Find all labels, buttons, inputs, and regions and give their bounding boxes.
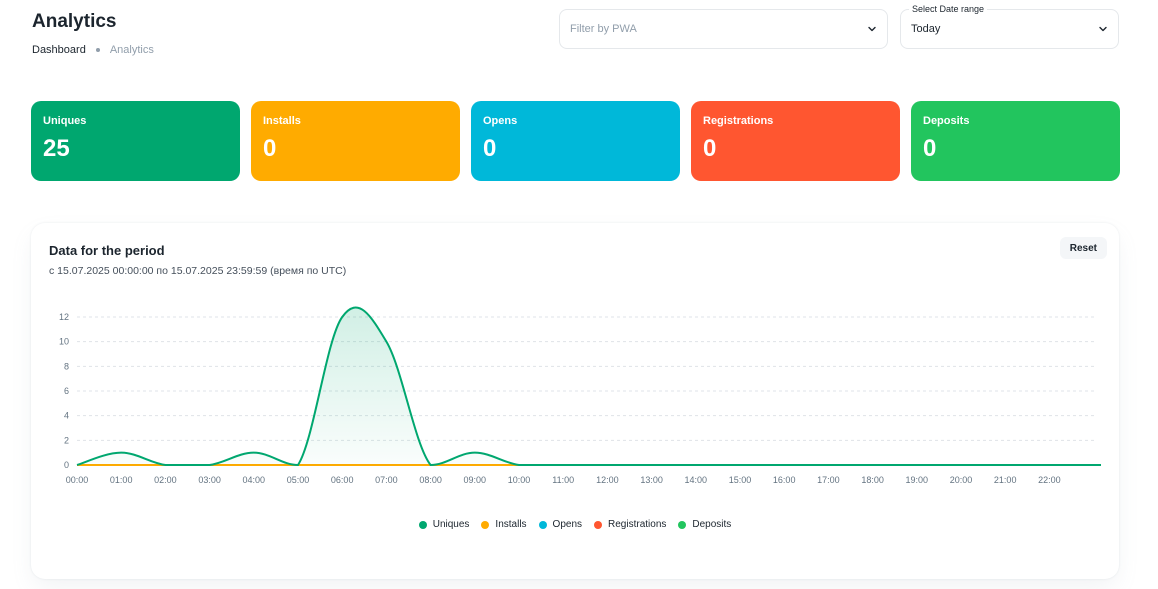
stat-card-value: 0 [483,135,497,162]
stat-card-label: Opens [483,115,518,127]
legend-dot [538,520,547,529]
x-tick-label: 04:00 [243,475,266,485]
breadcrumb-separator [95,48,100,52]
x-tick-label: 02:00 [154,475,177,485]
x-tick-label: 15:00 [729,475,752,485]
stat-card-value: 0 [703,135,717,162]
date-range-value: Today [911,23,941,35]
x-tick-label: 17:00 [817,475,840,485]
stat-card-registrations: Registrations 0 [691,101,900,181]
breadcrumb-dashboard-link[interactable]: Dashboard [32,44,86,56]
breadcrumb-current: Analytics [109,44,154,56]
legend-label: Opens [552,519,583,530]
legend-dot [481,520,490,529]
x-tick-label: 08:00 [419,475,442,485]
legend-dot [594,520,603,529]
legend-dot [418,520,427,529]
x-tick-label: 21:00 [994,475,1017,485]
reset-button[interactable]: Reset [1059,237,1107,259]
x-tick-label: 13:00 [640,475,663,485]
stat-card-installs: Installs 0 [251,101,460,181]
stat-card-label: Uniques [43,115,87,127]
x-tick-label: 07:00 [375,475,398,485]
x-tick-label: 11:00 [552,475,574,485]
legend-label: Uniques [432,519,470,530]
stat-card-value: 0 [263,135,277,162]
breadcrumb: Dashboard Analytics [32,44,154,56]
stat-card-opens: Opens 0 [471,101,680,181]
legend-item-registrations[interactable]: Registrations [594,519,666,530]
stat-card-label: Installs [263,115,301,127]
y-tick-label: 4 [64,411,69,421]
x-tick-label: 16:00 [773,475,796,485]
date-range-select[interactable]: Select Date range Today [900,4,1119,49]
stat-card-uniques: Uniques 25 [31,101,240,181]
y-tick-label: 10 [59,337,69,347]
legend-item-uniques[interactable]: Uniques [418,519,470,530]
panel-title: Data for the period [49,243,165,258]
x-tick-label: 06:00 [331,475,354,485]
panel-subtitle: с 15.07.2025 00:00:00 по 15.07.2025 23:5… [49,265,347,277]
x-tick-label: 10:00 [508,475,531,485]
series-line-uniques [76,306,1101,467]
period-chart-panel: Data for the period с 15.07.2025 00:00:0… [31,223,1119,579]
legend-dot [678,520,687,529]
date-range-label: Select Date range [909,4,988,14]
x-tick-label: 01:00 [110,475,133,485]
chart-legend: Uniques Installs Opens Registrations Deposit… [31,519,1119,530]
y-tick-label: 0 [64,460,69,470]
series-area-uniques [77,307,1101,465]
x-tick-label: 03:00 [198,475,221,485]
x-tick-label: 00:00 [66,475,89,485]
x-tick-label: 05:00 [287,475,310,485]
x-tick-label: 12:00 [596,475,619,485]
x-tick-label: 14:00 [685,475,708,485]
chevron-down-icon [867,24,877,34]
stat-card-label: Deposits [923,115,970,127]
legend-label: Installs [495,519,527,530]
legend-item-opens[interactable]: Opens [538,519,583,530]
y-tick-label: 2 [64,435,69,445]
y-tick-label: 8 [64,361,69,371]
period-area-chart: 0 2 4 6 8 10 12 00:00 01:00 02:00 03:00 04:00 05:00… [59,306,1101,485]
stat-card-value: 25 [43,135,70,162]
chevron-down-icon [1098,24,1108,34]
pwa-filter-select[interactable]: Filter by PWA [559,9,888,49]
x-tick-label: 22:00 [1038,475,1061,485]
page-title: Analytics [32,11,117,32]
x-tick-label: 18:00 [861,475,884,485]
x-tick-label: 19:00 [906,475,929,485]
stat-card-label: Registrations [703,115,774,127]
y-tick-label: 6 [64,386,69,396]
legend-item-deposits[interactable]: Deposits [678,519,731,530]
legend-item-installs[interactable]: Installs [481,519,527,530]
stat-card-deposits: Deposits 0 [911,101,1120,181]
legend-label: Deposits [692,519,732,530]
pwa-filter-placeholder: Filter by PWA [570,23,637,35]
x-tick-label: 20:00 [950,475,973,485]
stat-card-value: 0 [923,135,937,162]
x-tick-label: 09:00 [464,475,487,485]
y-tick-label: 12 [59,312,69,322]
legend-label: Registrations [608,519,667,530]
